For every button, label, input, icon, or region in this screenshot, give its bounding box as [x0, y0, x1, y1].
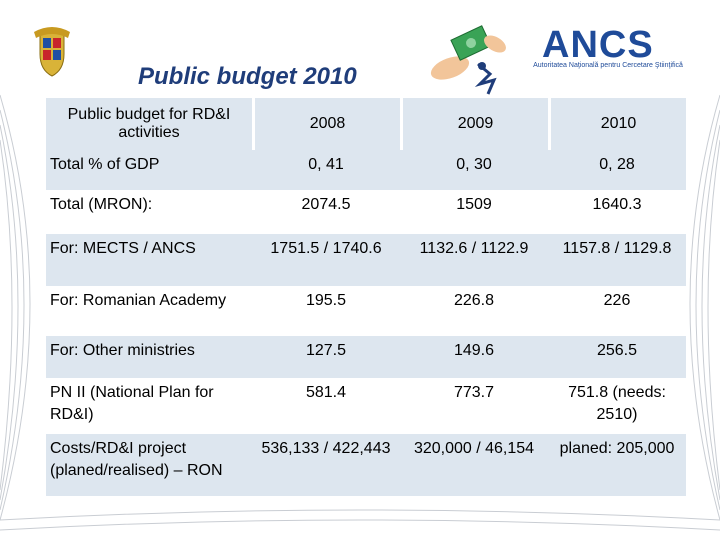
cell-2009: 1132.6 / 1122.9: [419, 240, 529, 257]
table-row: For: Other ministries 127.5 149.6 256.5: [46, 336, 686, 378]
row-label: For: MECTS / ANCS: [50, 240, 196, 257]
cell-2009: 226.8: [453, 292, 495, 309]
cell-2009: 149.6: [453, 342, 495, 359]
row-label: For: Romanian Academy: [50, 292, 227, 309]
ancs-logo: ANCS Autoritatea Naţională pentru Cercet…: [528, 26, 688, 78]
header-2008: 2008: [252, 98, 400, 150]
cell-2008: 0, 41: [308, 156, 344, 173]
table-row: PN II (National Plan for RD&I) 581.4 773…: [46, 378, 686, 434]
cell-2008: 2074.5: [301, 196, 351, 213]
cell-2010: 751.8 (needs: 2510): [568, 384, 666, 423]
table-row: Total % of GDP 0, 41 0, 30 0, 28: [46, 150, 686, 190]
table-row: For: MECTS / ANCS 1751.5 / 1740.6 1132.6…: [46, 234, 686, 286]
row-label: Total % of GDP: [50, 156, 160, 173]
cell-2009: 773.7: [453, 384, 495, 401]
cell-2008: 1751.5 / 1740.6: [270, 240, 382, 257]
row-label: Total (MRON):: [50, 196, 153, 213]
cell-2010: 256.5: [596, 342, 638, 359]
header-category: Public budget for RD&I activities: [46, 98, 252, 150]
cell-2009: 0, 30: [456, 156, 492, 173]
page-title: Public budget 2010: [138, 63, 357, 90]
cell-2010: 226: [603, 292, 631, 309]
romania-coat-of-arms-logo: [34, 27, 70, 77]
table-row: Total (MRON): 2074.5 1509 1640.3: [46, 190, 686, 234]
cell-2008: 536,133 / 422,443: [261, 440, 391, 457]
ancs-logo-wordmark: ANCS: [542, 24, 654, 66]
budget-table: Public budget for RD&I activities 2008 2…: [46, 98, 686, 496]
table-row: Costs/RD&I project (planed/realised) – R…: [46, 434, 686, 496]
cell-2010: planed: 205,000: [559, 440, 675, 457]
money-illustration-icon: [430, 25, 506, 95]
table-row: For: Romanian Academy 195.5 226.8 226: [46, 286, 686, 336]
cell-2008: 581.4: [305, 384, 347, 401]
cell-2009: 1509: [456, 196, 492, 213]
header-2010: 2010: [548, 98, 686, 150]
cell-2010: 0, 28: [599, 156, 635, 173]
row-label: Costs/RD&I project (planed/realised) – R…: [50, 440, 223, 479]
cell-2010: 1157.8 / 1129.8: [562, 240, 672, 257]
cell-2008: 127.5: [305, 342, 347, 359]
row-label: For: Other ministries: [50, 342, 195, 359]
cell-2009: 320,000 / 46,154: [413, 440, 535, 457]
row-label: PN II (National Plan for RD&I): [50, 384, 214, 423]
table-header-row: Public budget for RD&I activities 2008 2…: [46, 98, 686, 150]
header-2009: 2009: [400, 98, 548, 150]
cell-2008: 195.5: [305, 292, 347, 309]
ancs-logo-subtitle: Autoritatea Naţională pentru Cercetare Ş…: [533, 62, 683, 69]
cell-2010: 1640.3: [592, 196, 642, 213]
